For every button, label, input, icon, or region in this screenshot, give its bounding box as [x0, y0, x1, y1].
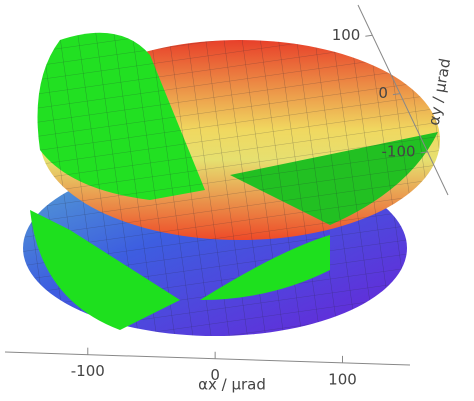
green-patch: [30, 210, 180, 330]
y-tick-label: -100: [382, 142, 416, 160]
x-tick-label: 0: [210, 366, 220, 384]
green-mesh: [37, 32, 205, 201]
y-axis-label: αy / μrad: [425, 57, 454, 127]
y-tick: [392, 93, 401, 96]
x-tick-label: -100: [71, 362, 105, 380]
x-tick-label: 100: [328, 370, 357, 388]
x-axis-label: αx / μrad: [198, 376, 266, 394]
green-patch: [200, 235, 330, 300]
surface-plot: [23, 32, 440, 336]
green-mesh: [230, 132, 438, 225]
y-tick-label: 0: [378, 84, 388, 102]
y-tick: [420, 151, 428, 154]
x-axis: [4, 351, 411, 366]
y-tick: [365, 34, 373, 37]
y-axis: [357, 4, 449, 196]
y-tick-label: 100: [332, 26, 361, 44]
